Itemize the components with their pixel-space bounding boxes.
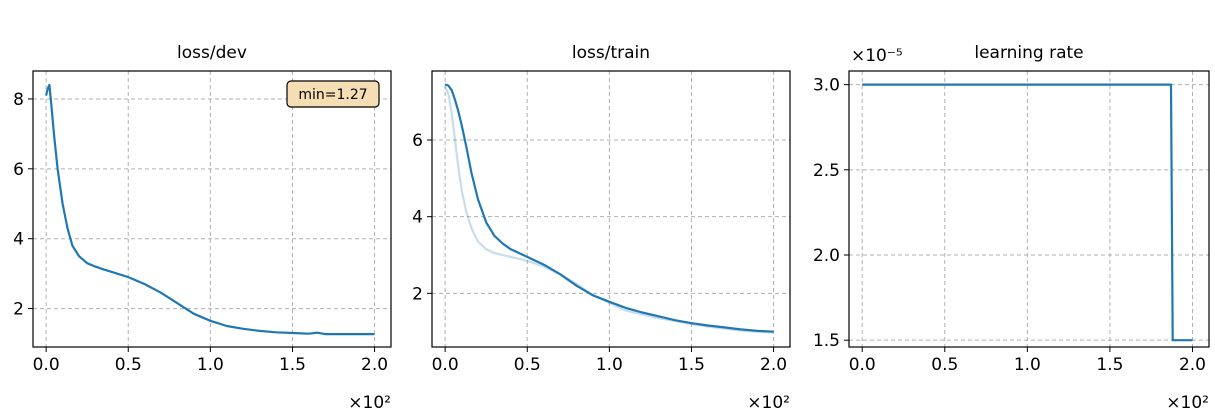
series-line-0 [862, 83, 1193, 342]
y-tick-label: 6 [13, 160, 24, 180]
y-tick-label: 3.0 [813, 76, 840, 96]
x-axis-multiplier: ×10² [747, 393, 790, 413]
x-tick-label: 1.5 [279, 355, 306, 375]
panel-0: 0.0 0.5 1.0 1.5 2.0 2 4 6 8 loss/dev ×10² min=1.27 [13, 43, 392, 413]
y-tick-label: 6 [412, 131, 423, 151]
y-tick-label: 1.5 [813, 331, 840, 351]
x-axis-multiplier: ×10² [348, 393, 391, 413]
y-tick-label: 4 [13, 230, 24, 250]
x-tick-label: 1.5 [678, 355, 705, 375]
x-tick-label: 2.0 [361, 355, 388, 375]
axes-frame [848, 70, 1210, 348]
chart-title: learning rate [974, 43, 1083, 63]
y-tick-label: 2.0 [813, 246, 840, 266]
x-tick-label: 0.0 [849, 355, 876, 375]
chart-title: loss/dev [177, 43, 247, 63]
y-tick-label: 4 [412, 208, 423, 228]
series-line-0 [45, 83, 375, 336]
x-tick-label: 0.5 [931, 355, 958, 375]
series-line-1 [444, 83, 774, 333]
x-tick-label: 1.0 [197, 355, 224, 375]
y-tick-label: 2 [412, 284, 423, 304]
axes-frame [32, 70, 392, 348]
annotation-box [286, 80, 380, 108]
y-tick-label: 2 [13, 300, 24, 320]
x-tick-label: 1.0 [1014, 355, 1041, 375]
panel-2: 0.0 0.5 1.0 1.5 2.0 1.5 2.0 2.5 3.0 learning rate… [813, 43, 1210, 413]
x-tick-label: 0.5 [115, 355, 142, 375]
x-tick-label: 0.0 [33, 355, 60, 375]
axes-frame [431, 70, 791, 348]
x-tick-label: 1.0 [596, 355, 623, 375]
x-axis-multiplier: ×10² [1166, 393, 1209, 413]
y-tick-label: 8 [13, 90, 24, 110]
y-tick-label: 2.5 [813, 161, 840, 181]
annotation-text: min=1.27 [298, 87, 367, 103]
x-tick-label: 0.5 [514, 355, 541, 375]
x-tick-label: 2.0 [1179, 355, 1206, 375]
x-tick-label: 1.5 [1096, 355, 1123, 375]
panel-1: 0.0 0.5 1.0 1.5 2.0 2 4 6 loss/train ×10² [412, 43, 791, 413]
x-tick-label: 2.0 [760, 355, 787, 375]
x-tick-label: 0.0 [432, 355, 459, 375]
chart-title: loss/train [572, 43, 650, 63]
y-axis-multiplier: ×10⁻⁵ [851, 46, 903, 66]
